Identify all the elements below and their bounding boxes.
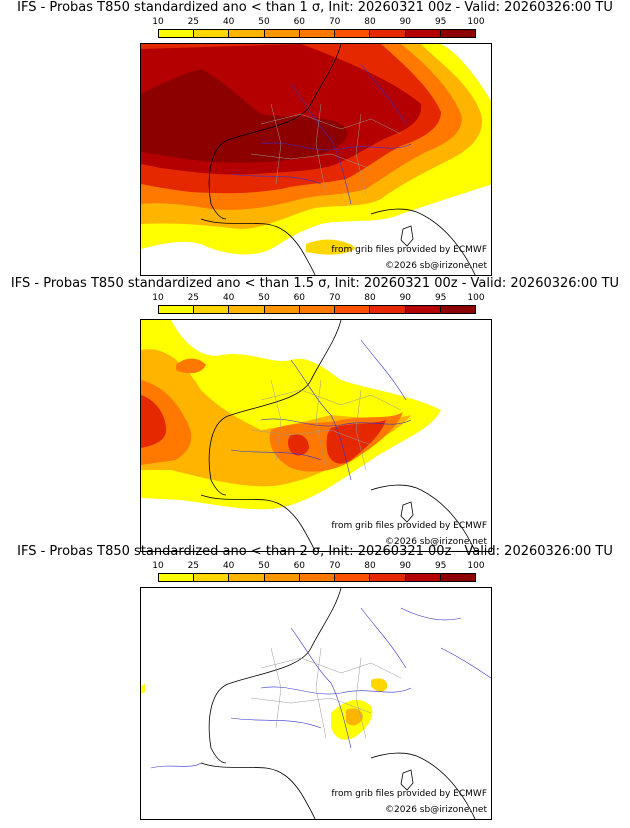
copyright: ©2026 sb@irizone.net (385, 805, 487, 815)
tick-label: 40 (222, 561, 235, 571)
colorbar-swatch (264, 306, 300, 313)
tick-label: 90 (399, 561, 412, 571)
colorbar-swatch (405, 574, 441, 581)
map-graphic (141, 588, 491, 819)
colorbar-swatch (370, 574, 406, 581)
tick-label: 10 (152, 293, 164, 303)
colorbar-swatch (159, 30, 195, 37)
colorbar-swatch (264, 30, 300, 37)
colorbar-swatch (370, 306, 406, 313)
colorbar-swatch (299, 30, 336, 37)
tick-label: 100 (467, 17, 485, 27)
colorbar-swatch (194, 30, 230, 37)
tick-label: 50 (258, 17, 270, 27)
tick-label: 90 (399, 17, 412, 27)
colorbar-swatch (229, 30, 265, 37)
panel-1sigma: IFS - Probas T850 standardized ano < tha… (0, 0, 630, 276)
tick-label: 60 (293, 561, 306, 571)
tick-label: 25 (187, 293, 200, 303)
panel-title: IFS - Probas T850 standardized ano < tha… (17, 544, 613, 559)
data-credit: from grib files provided by ECMWF (331, 789, 487, 799)
copyright: ©2026 sb@irizone.net (385, 537, 487, 547)
data-credit: from grib files provided by ECMWF (331, 245, 487, 255)
copyright: ©2026 sb@irizone.net (385, 261, 487, 271)
tick-label: 95 (434, 17, 447, 27)
data-credit: from grib files provided by ECMWF (331, 521, 487, 531)
panel-title: IFS - Probas T850 standardized ano < tha… (17, 0, 613, 15)
panel-1-5sigma: IFS - Probas T850 standardized ano < tha… (0, 276, 630, 552)
tick-label: 40 (222, 17, 235, 27)
tick-label: 95 (434, 561, 447, 571)
tick-label: 90 (399, 293, 412, 303)
colorbar-swatch (159, 574, 195, 581)
colorbar-swatch (335, 306, 371, 313)
colorbar-swatch (440, 574, 475, 581)
colorbar-swatch (299, 306, 336, 313)
colorbar-swatch (299, 574, 336, 581)
colorbar-swatch (194, 574, 230, 581)
panel-title: IFS - Probas T850 standardized ano < tha… (10, 276, 620, 291)
tick-label: 70 (328, 17, 341, 27)
tick-label: 40 (222, 293, 235, 303)
tick-label: 50 (258, 561, 270, 571)
colorbar-swatch (440, 30, 475, 37)
colorbar-swatch (440, 306, 475, 313)
colorbar-labels: 10 25 40 50 60 70 80 90 95 100 (152, 293, 484, 305)
tick-label: 60 (293, 17, 306, 27)
colorbar-swatch (405, 30, 441, 37)
colorbar-swatch (264, 574, 300, 581)
colorbar-swatch (335, 30, 371, 37)
colorbar-swatch (159, 306, 195, 313)
tick-label: 10 (152, 561, 164, 571)
colorbar-swatch (335, 574, 371, 581)
tick-label: 70 (328, 293, 341, 303)
colorbar-swatch (229, 306, 265, 313)
tick-label: 60 (293, 293, 306, 303)
tick-label: 80 (364, 17, 376, 27)
panel-2sigma: IFS - Probas T850 standardized ano < tha… (0, 544, 630, 820)
colorbar (158, 29, 476, 38)
colorbar-swatch (370, 30, 406, 37)
probability-map: from grib files provided by ECMWF ©2026 … (140, 587, 492, 820)
colorbar-labels: 10 25 40 50 60 70 80 90 95 100 (152, 561, 484, 573)
tick-label: 80 (364, 293, 376, 303)
colorbar (158, 573, 476, 582)
colorbar-swatch (194, 306, 230, 313)
tick-label: 80 (364, 561, 376, 571)
tick-label: 25 (187, 17, 200, 27)
tick-label: 100 (467, 561, 485, 571)
probability-map: from grib files provided by ECMWF ©2026 … (140, 319, 492, 552)
tick-label: 50 (258, 293, 270, 303)
colorbar (158, 305, 476, 314)
tick-label: 70 (328, 561, 341, 571)
map-graphic (141, 320, 491, 551)
colorbar-labels: 10 25 40 50 60 70 80 90 95 100 (152, 17, 484, 29)
map-graphic (141, 44, 491, 275)
colorbar-swatch (229, 574, 265, 581)
tick-label: 25 (187, 561, 200, 571)
tick-label: 95 (434, 293, 447, 303)
colorbar-swatch (405, 306, 441, 313)
tick-label: 100 (467, 293, 485, 303)
probability-map: from grib files provided by ECMWF ©2026 … (140, 43, 492, 276)
tick-label: 10 (152, 17, 164, 27)
